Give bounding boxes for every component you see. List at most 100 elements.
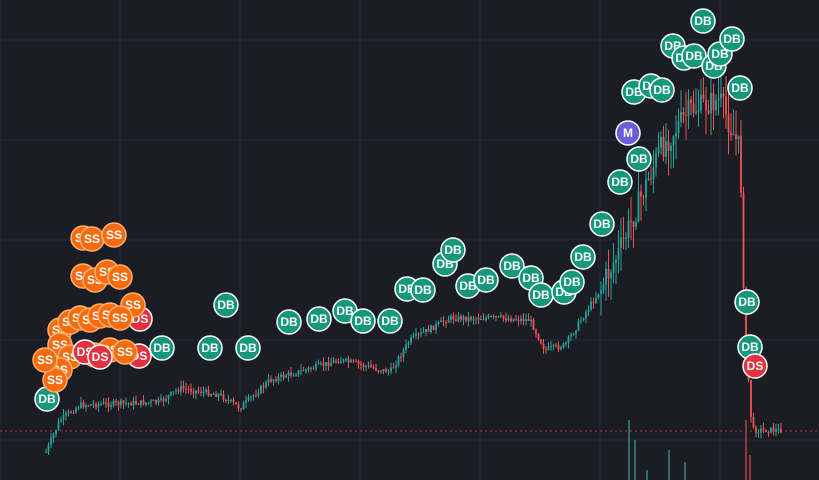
candle-body	[632, 221, 635, 228]
candle-body	[262, 385, 265, 388]
candle-body	[447, 319, 450, 323]
candle-body	[592, 301, 595, 303]
trade-marker: DB	[589, 211, 615, 237]
candle-body	[697, 110, 700, 112]
candle-body	[87, 405, 90, 407]
marker-badge	[559, 269, 585, 295]
candle-body	[397, 356, 400, 366]
candle-body	[50, 438, 52, 445]
candle-body	[650, 178, 652, 180]
candle-body	[437, 322, 440, 325]
candle-body	[230, 399, 232, 401]
candle-body	[220, 394, 222, 396]
candle-body	[587, 309, 590, 313]
candle-body	[457, 316, 460, 321]
candle-body	[622, 237, 625, 239]
candle-body	[252, 395, 255, 397]
marker-label: DB	[593, 217, 611, 231]
candle-body	[337, 361, 340, 364]
candle-body	[725, 96, 727, 115]
candle-body	[537, 333, 540, 340]
candle-body	[765, 429, 767, 433]
candle-body	[715, 100, 717, 111]
candle-body	[127, 402, 130, 404]
candle-body	[452, 315, 455, 320]
marker-label: SS	[37, 353, 53, 367]
marker-label: DB	[532, 288, 550, 302]
candle-body	[415, 333, 417, 336]
marker-label: SS	[47, 373, 63, 387]
candle-body	[615, 259, 617, 264]
candle-body	[130, 402, 132, 406]
trade-marker: DB	[626, 146, 652, 172]
candle-body	[695, 111, 697, 113]
candle-body	[317, 363, 320, 365]
candle-body	[612, 263, 615, 273]
candle-body	[257, 393, 260, 396]
candle-body	[532, 319, 535, 330]
candle-body	[567, 336, 570, 343]
candle-body	[642, 196, 645, 198]
candle-body	[515, 318, 517, 320]
marker-label: DB	[217, 298, 235, 312]
candle-body	[327, 362, 330, 367]
candle-body	[340, 361, 342, 364]
candle-body	[455, 319, 457, 321]
candle-body	[175, 390, 177, 392]
candle-body	[560, 347, 562, 350]
candle-body	[97, 404, 100, 408]
candle-body	[110, 405, 112, 407]
marker-badge	[727, 75, 753, 101]
candle-body	[282, 374, 285, 378]
candle-body	[422, 331, 425, 333]
marker-label: DB	[731, 81, 749, 95]
candle-body	[332, 360, 335, 363]
candle-body	[465, 316, 467, 321]
candle-body	[550, 346, 552, 348]
candle-body	[492, 316, 495, 318]
marker-label: DS	[747, 359, 764, 373]
candle-body	[547, 346, 550, 350]
candle-body	[380, 370, 382, 372]
candle-body	[497, 316, 500, 318]
candle-body	[310, 367, 312, 369]
volume-bar	[745, 420, 747, 480]
trade-marker: DB	[719, 26, 745, 52]
candle-body	[770, 427, 772, 433]
candle-body	[760, 428, 762, 433]
candle-body	[82, 402, 85, 408]
candle-body	[645, 179, 647, 198]
trade-marker: SS	[112, 339, 138, 365]
marker-label: DB	[574, 250, 592, 264]
candle-body	[407, 342, 410, 345]
candle-body	[77, 407, 80, 409]
candle-body	[520, 318, 522, 321]
marker-badge	[570, 244, 596, 270]
candle-body	[275, 379, 277, 382]
candle-body	[605, 269, 607, 285]
candle-body	[302, 370, 305, 372]
candle-body	[485, 317, 487, 320]
candle-body	[160, 398, 162, 400]
marker-badge	[42, 367, 68, 393]
candle-body	[412, 335, 415, 337]
candle-body	[265, 382, 267, 388]
trade-marker: DB	[707, 41, 733, 67]
marker-badge	[440, 237, 466, 263]
trade-marker: DB	[727, 75, 753, 101]
candle-body	[767, 432, 770, 434]
candle-body	[395, 365, 397, 368]
candle-body	[535, 329, 537, 334]
candle-body	[620, 237, 622, 248]
candle-body	[92, 403, 95, 405]
trade-marker: SS	[42, 367, 68, 393]
marker-badge	[306, 306, 332, 332]
candle-body	[300, 370, 302, 372]
candle-body	[475, 318, 477, 320]
candle-body	[137, 403, 140, 405]
marker-badge	[32, 347, 58, 373]
candle-body	[192, 391, 195, 394]
candle-body	[500, 315, 502, 317]
candle-body	[507, 318, 510, 321]
trade-marker: DB	[559, 269, 585, 295]
